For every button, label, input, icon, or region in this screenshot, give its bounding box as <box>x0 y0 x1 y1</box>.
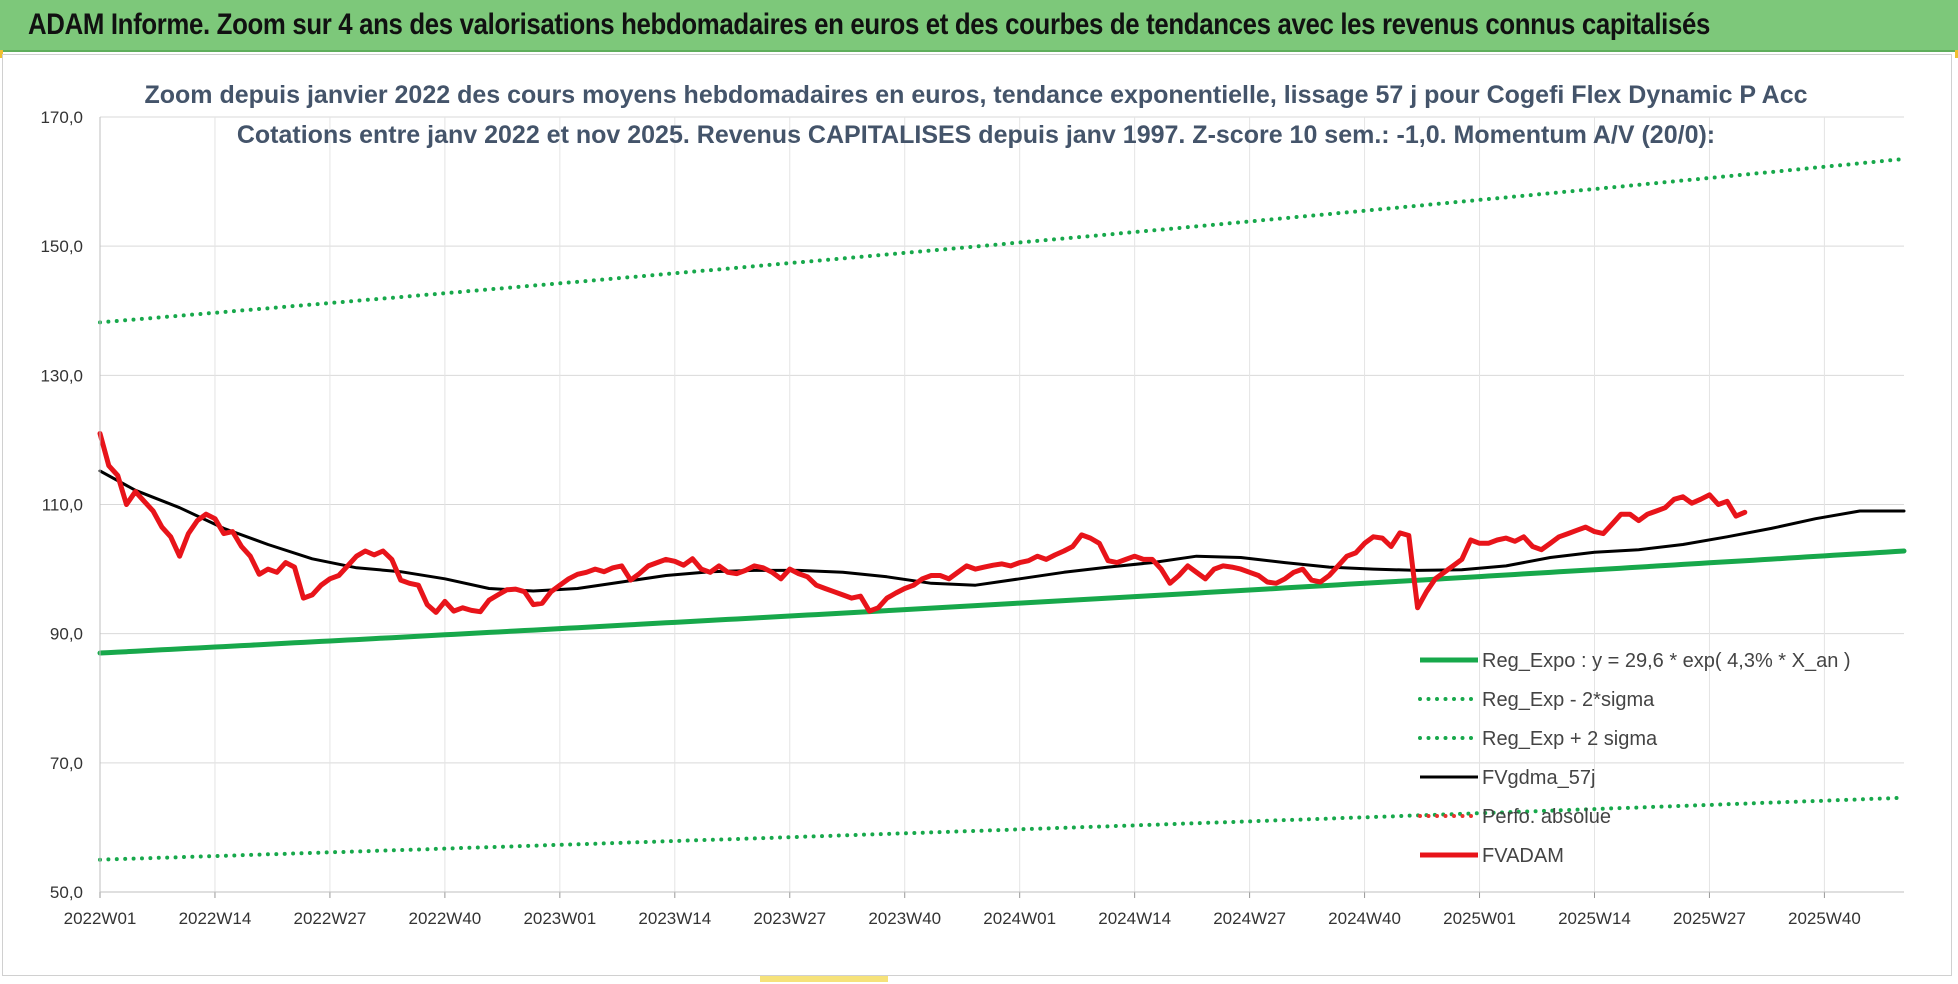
legend-label: Perfo. absolue <box>1482 806 1611 828</box>
y-tick-label: 150,0 <box>40 237 83 256</box>
x-tick-label: 2023W40 <box>868 909 941 928</box>
frame-corner-left <box>0 50 3 58</box>
x-tick-label: 2025W01 <box>1443 909 1516 928</box>
legend-label: Reg_Exp - 2*sigma <box>1482 689 1655 711</box>
x-tick-label: 2024W40 <box>1328 909 1401 928</box>
x-tick-label: 2023W01 <box>523 909 596 928</box>
series-line-1 <box>98 795 1906 862</box>
series-lines <box>97 157 1907 862</box>
frame-corner-right <box>1955 50 1958 58</box>
axes: 50,0 70,0 90,0 110,0 130,0 150,0 170,0 2022W01 2… <box>40 108 1904 928</box>
x-tick-label: 2024W27 <box>1213 909 1286 928</box>
chart-title-line-1: Zoom depuis janvier 2022 des cours moyen… <box>144 81 1807 109</box>
legend-label: Reg_Expo : y = 29,6 * exp( 4,3% * X_an ) <box>1482 650 1851 672</box>
legend-label: FVADAM <box>1482 845 1564 867</box>
series-line-0 <box>97 548 1907 656</box>
banner-title: ADAM Informe. Zoom sur 4 ans des valoris… <box>28 8 1711 41</box>
y-tick-label: 90,0 <box>50 625 83 644</box>
x-tick-label: 2022W40 <box>408 909 481 928</box>
x-tick-label: 2023W27 <box>753 909 826 928</box>
x-tick-label: 2025W40 <box>1788 909 1861 928</box>
gridlines <box>99 116 1904 893</box>
chart-title-line-2: Cotations entre janv 2022 et nov 2025. R… <box>237 121 1715 149</box>
x-tick-label: 2022W14 <box>179 909 252 928</box>
x-tick-label: 2024W01 <box>983 909 1056 928</box>
chart-title: Zoom depuis janvier 2022 des cours moyen… <box>144 81 1807 149</box>
y-tick-label: 170,0 <box>40 108 83 127</box>
series-line-5 <box>97 431 1748 615</box>
x-tick-label: 2023W14 <box>638 909 711 928</box>
chart-frame <box>2 54 1952 976</box>
legend-label: FVgdma_57j <box>1482 767 1595 789</box>
x-tick-label: 2022W01 <box>64 909 137 928</box>
series-line-3 <box>98 469 1906 593</box>
legend-label: Reg_Exp + 2 sigma <box>1482 728 1658 750</box>
bottom-scroll-marker <box>760 976 888 982</box>
x-tick-label: 2025W27 <box>1673 909 1746 928</box>
y-tick-label: 110,0 <box>42 496 83 515</box>
x-tick-label: 2024W14 <box>1098 909 1171 928</box>
y-tick-label: 130,0 <box>40 366 83 385</box>
x-tick-label: 2022W27 <box>294 909 367 928</box>
legend: Reg_Expo : y = 29,6 * exp( 4,3% * X_an )… <box>1418 650 1851 867</box>
y-tick-label: 50,0 <box>50 883 83 902</box>
title-banner: ADAM Informe. Zoom sur 4 ans des valoris… <box>0 0 1958 52</box>
series-line-2 <box>98 157 1906 325</box>
y-tick-label: 70,0 <box>50 754 83 773</box>
x-tick-label: 2025W14 <box>1558 909 1631 928</box>
